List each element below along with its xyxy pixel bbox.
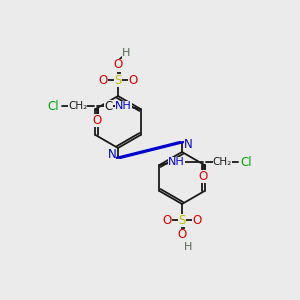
- Text: O: O: [192, 214, 202, 226]
- Text: O: O: [177, 229, 187, 242]
- Text: NH: NH: [115, 101, 132, 111]
- Text: S: S: [178, 214, 186, 226]
- Text: N: N: [184, 139, 192, 152]
- Text: S: S: [114, 74, 122, 86]
- Text: Cl: Cl: [48, 100, 59, 112]
- Text: NH: NH: [168, 157, 185, 167]
- Text: N: N: [108, 148, 116, 161]
- Text: CH₂: CH₂: [213, 157, 232, 167]
- Text: CH₂: CH₂: [68, 101, 87, 111]
- Text: O: O: [162, 214, 172, 226]
- Text: O: O: [92, 113, 101, 127]
- Text: H: H: [122, 48, 130, 58]
- Text: O: O: [98, 74, 108, 86]
- Text: O: O: [128, 74, 138, 86]
- Text: C: C: [104, 100, 112, 112]
- Text: O: O: [199, 169, 208, 182]
- Text: H: H: [184, 242, 192, 252]
- Text: O: O: [113, 58, 123, 71]
- Text: Cl: Cl: [241, 155, 252, 169]
